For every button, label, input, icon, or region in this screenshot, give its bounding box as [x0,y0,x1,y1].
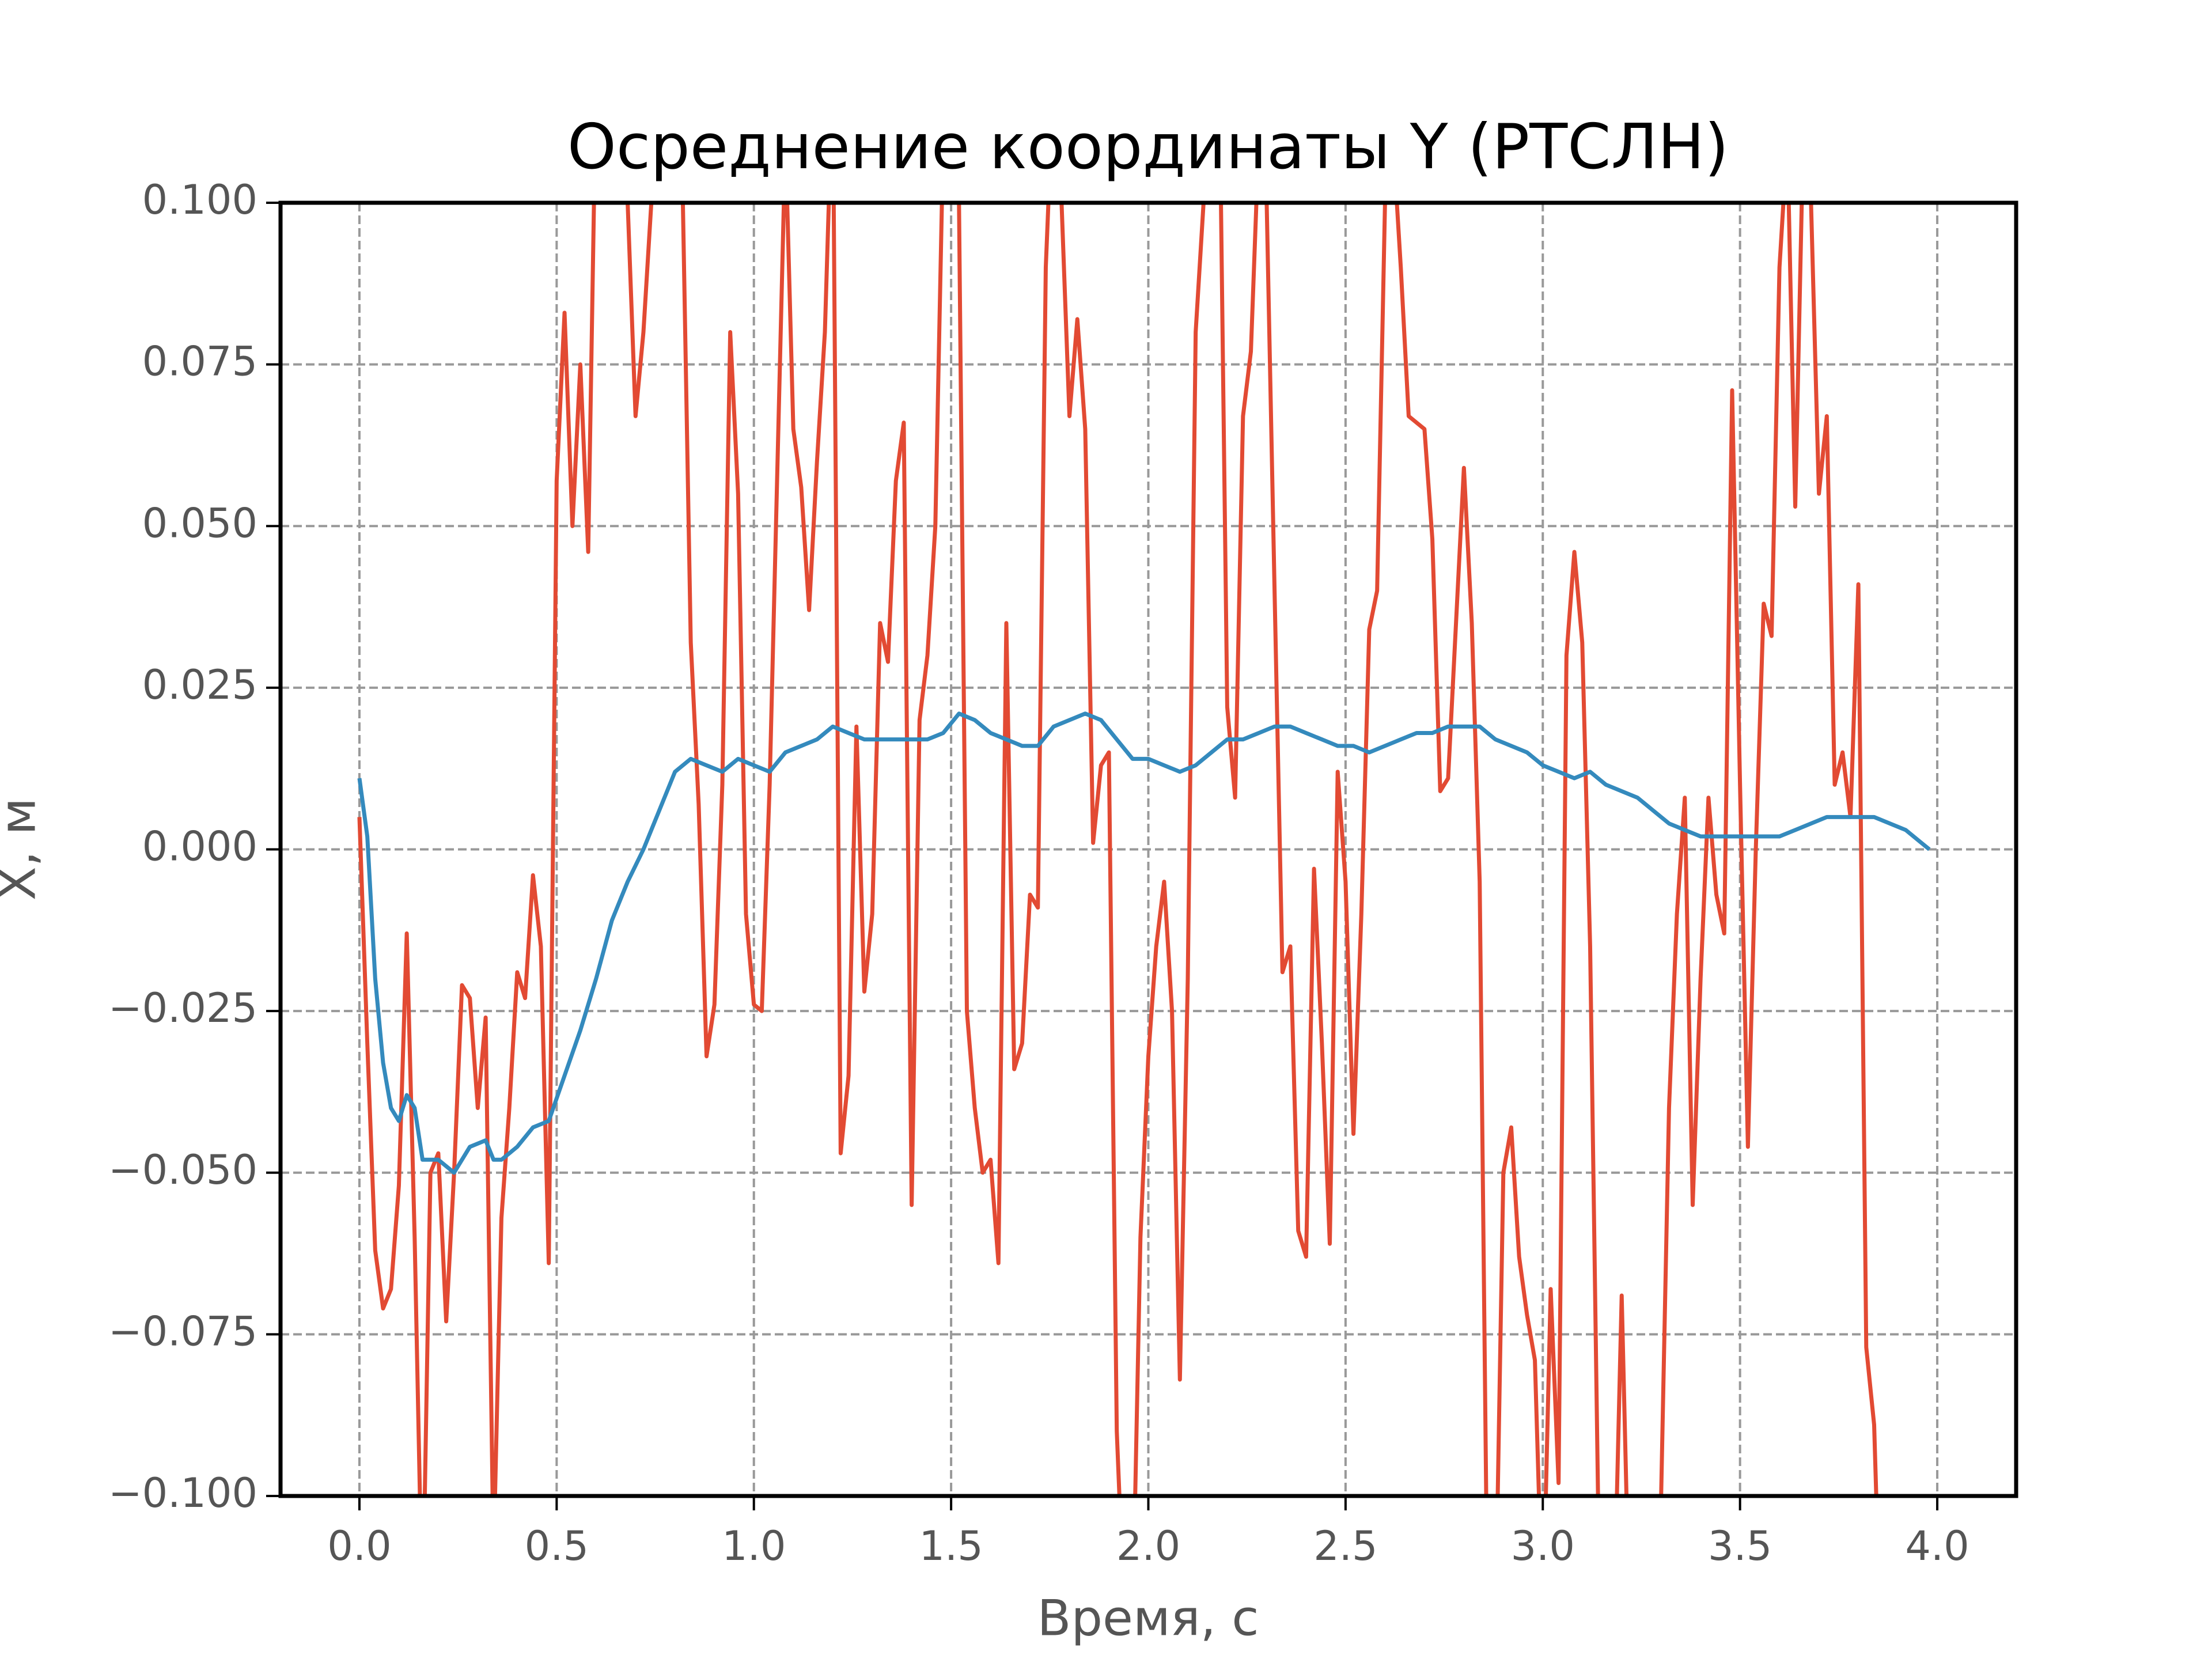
plot-lines [357,203,1931,1496]
y-axis-label: X, м [0,798,47,900]
x-tick-label: 1.5 [919,1522,983,1570]
x-tick-label: 0.0 [327,1522,391,1570]
data-line [357,203,1878,1496]
x-tick-label: 3.5 [1708,1522,1772,1570]
y-tick-label: −0.100 [108,1469,257,1517]
x-tick-label: 3.0 [1511,1522,1575,1570]
y-tick-label: 0.025 [142,661,257,709]
y-tick-label: −0.050 [108,1146,257,1194]
x-axis-label: Время, с [1037,1589,1259,1647]
y-tick-label: 0.000 [142,823,257,870]
x-tick-label: 2.0 [1116,1522,1180,1570]
x-tick-label: 0.5 [525,1522,589,1570]
y-tick-label: 0.100 [142,176,257,224]
y-tick-label: 0.050 [142,499,257,547]
x-tick-label: 1.0 [722,1522,786,1570]
y-tick-label: −0.075 [108,1308,257,1355]
x-tick-label: 4.0 [1905,1522,1969,1570]
y-tick-label: −0.025 [108,984,257,1032]
data-line [357,711,1931,1175]
x-tick-label: 2.5 [1313,1522,1377,1570]
y-tick-label: 0.075 [142,338,257,385]
ticks: 0.0 0.5 1.0 1.5 2.0 2.5 3.0 3.5 4.0 −0.100 −0.075 −… [108,176,1969,1570]
chart-title: Осреднение координаты Y (РТСЛН) [567,111,1729,183]
